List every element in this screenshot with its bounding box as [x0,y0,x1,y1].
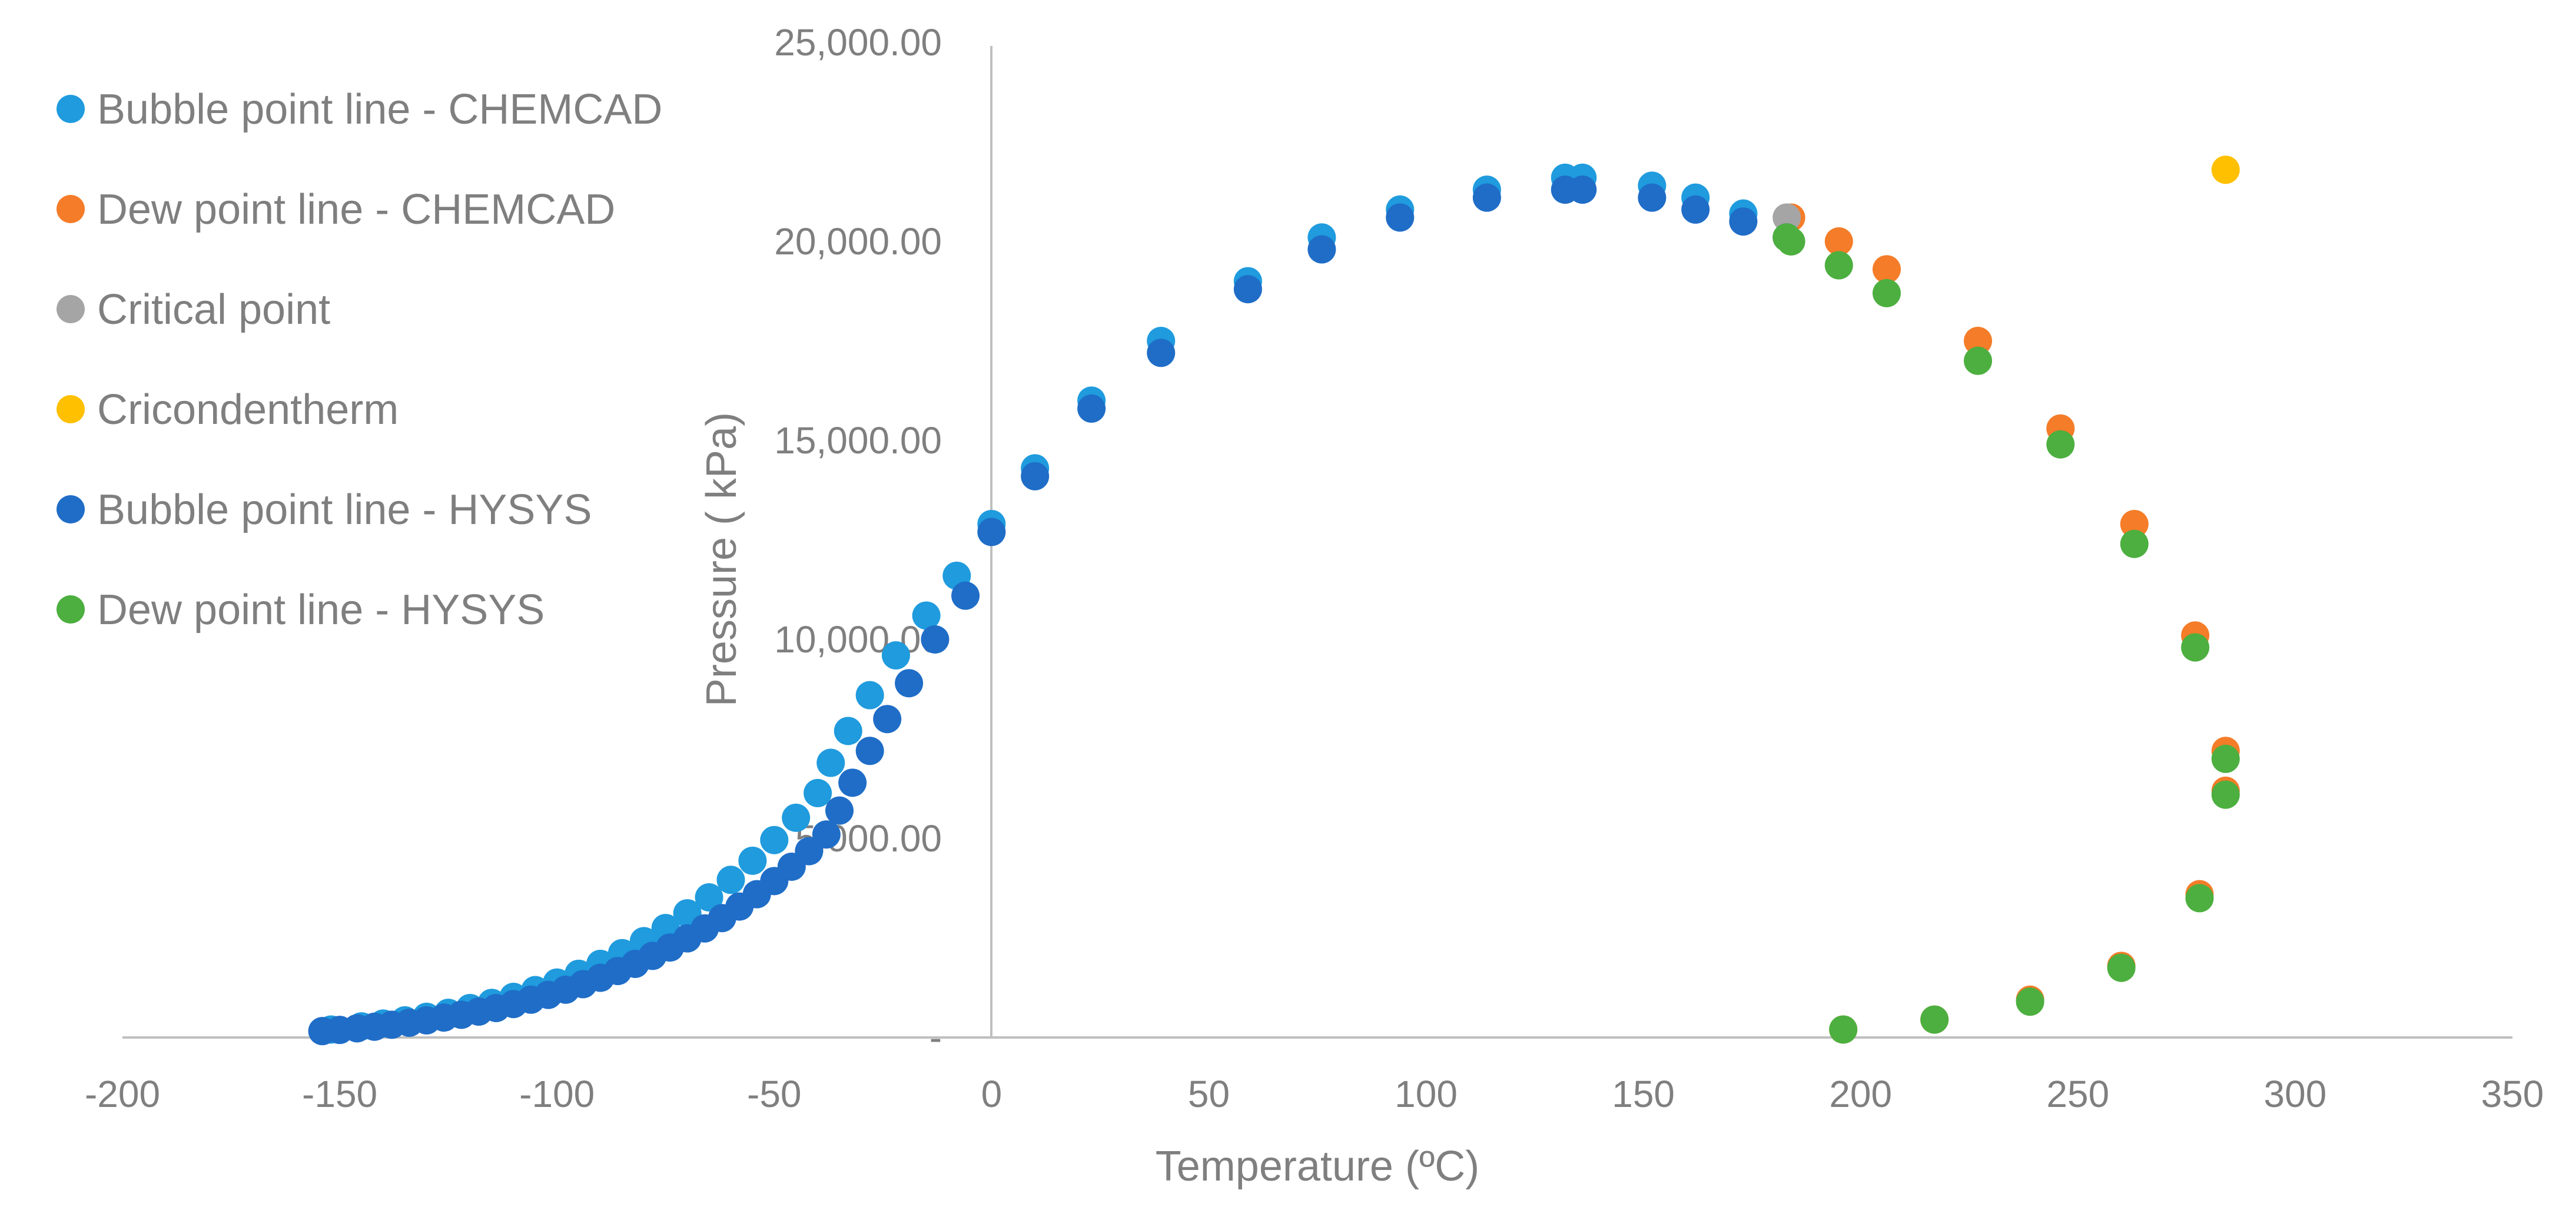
legend-marker [57,595,85,624]
x-axis-title: Temperature (ºC) [1156,1143,1479,1190]
series-critical-point [1772,203,1801,232]
data-point [1638,183,1667,212]
data-point [1077,394,1106,423]
legend-item: Bubble point line - CHEMCAD [57,86,662,133]
data-point [912,601,941,630]
data-point [1147,339,1176,367]
data-point [2120,509,2149,538]
x-tick-label: -150 [302,1073,377,1115]
data-point [1729,207,1758,236]
data-point [838,768,867,797]
data-point [1873,279,1901,307]
data-point [1472,183,1501,212]
series-dew-point-line-hysys [1772,223,2240,1044]
data-point [895,669,924,698]
data-point [804,778,832,807]
data-point [2211,780,2240,809]
series-dew-point-line-chemcad [1777,203,2240,1044]
data-point [716,866,745,894]
data-point [2046,430,2075,459]
data-point [2107,953,2136,982]
y-tick-label: 15,000.00 [774,419,942,462]
legend-item: Cricondentherm [57,386,399,433]
data-point [1233,275,1262,304]
data-point [1307,235,1336,264]
data-point [812,820,841,849]
legend-label: Cricondentherm [97,386,399,433]
data-point [2120,529,2149,558]
legend-label: Critical point [97,286,330,333]
legend-label: Dew point line - HYSYS [97,586,545,634]
chart-legend: Bubble point line - CHEMCAD Dew point lin… [57,86,662,634]
data-point [1021,462,1050,490]
data-point [921,625,950,654]
legend-label: Bubble point line - HYSYS [97,486,592,533]
data-point [2211,744,2240,773]
data-point [2181,633,2210,662]
legend-label: Bubble point line - CHEMCAD [97,86,662,133]
data-point [1824,227,1853,256]
data-point [1829,1015,1858,1044]
x-tick-label: -50 [747,1073,802,1115]
data-point [2185,884,2214,913]
data-point [1568,175,1597,204]
y-tick-labels: -5,000.0010,000.0015,000.0020,000.0025,0… [774,21,942,1059]
data-point [1681,195,1710,224]
legend-marker [57,95,85,123]
legend-item: Bubble point line - HYSYS [57,486,592,533]
x-tick-label: 150 [1612,1073,1675,1115]
x-tick-labels: -200 -150 -100 -50 0 50 100 150 200 250 300 350 [85,1073,2544,1115]
x-tick-label: 0 [981,1073,1002,1115]
data-point [1873,255,1901,284]
data-point [760,826,789,854]
x-tick-label: 50 [1188,1073,1230,1115]
y-tick-label: - [930,1016,942,1059]
data-point [825,796,854,825]
x-tick-label: 350 [2481,1073,2544,1115]
series-cricondentherm [2211,155,2240,184]
x-tick-label: -100 [519,1073,595,1115]
legend-item: Critical point [57,286,330,333]
legend-marker [57,395,85,423]
y-tick-label: 20,000.00 [774,220,942,263]
data-point [855,681,884,710]
data-point [834,717,862,745]
legend-marker [57,195,85,223]
x-tick-label: 250 [2046,1073,2109,1115]
data-point [695,883,723,912]
x-tick-label: 100 [1395,1073,1458,1115]
data-point [1964,327,1993,355]
data-point [1386,203,1415,232]
data-point [977,518,1006,546]
legend-marker [57,495,85,523]
x-tick-label: -200 [85,1073,160,1115]
data-point [2016,987,2044,1016]
legend-marker [57,295,85,323]
data-point [951,581,980,610]
data-point [782,803,811,832]
data-point [881,641,910,670]
data-point [855,737,884,765]
legend-label: Dew point line - CHEMCAD [97,186,615,233]
data-point [1920,1005,1949,1034]
data-point [816,748,845,777]
data-point [1772,223,1801,252]
x-tick-label: 200 [1829,1073,1892,1115]
data-series [308,155,2240,1046]
data-point [873,705,902,734]
series-bubble-point-line-hysys [308,175,1801,1046]
data-point [738,846,767,875]
data-point [1772,203,1801,232]
y-axis-title: Pressure ( kPa) [698,412,745,707]
data-point [1824,251,1853,280]
x-tick-label: 300 [2264,1073,2327,1115]
y-tick-label: 25,000.00 [774,21,942,64]
legend-item: Dew point line - HYSYS [57,586,545,634]
data-point [2211,155,2240,184]
data-point [1964,346,1993,375]
y-tick-label: 10,000.00 [774,618,942,661]
legend-item: Dew point line - CHEMCAD [57,186,615,233]
